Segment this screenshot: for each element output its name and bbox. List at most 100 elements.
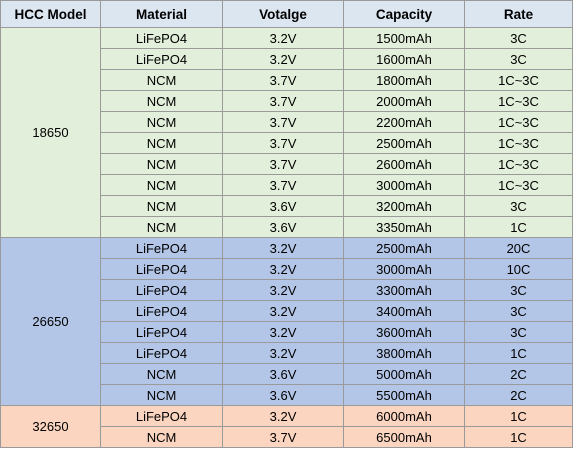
table-cell: 3000mAh xyxy=(343,258,465,280)
table-body: 18650 LiFePO4 3.2V 1500mAh 3C LiFePO4 3.2V 1600… xyxy=(0,27,573,448)
table-row: NCM 3.7V 2500mAh 1C~3C xyxy=(0,132,573,154)
table-cell: 1C xyxy=(464,426,573,448)
table-cell: 1C~3C xyxy=(464,69,573,91)
table-cell: 3600mAh xyxy=(343,321,465,343)
table-cell: LiFePO4 xyxy=(100,300,223,322)
table-cell: 3.2V xyxy=(222,27,344,49)
table-cell: 5000mAh xyxy=(343,363,465,385)
table-cell: 3.7V xyxy=(222,69,344,91)
table-cell: 1500mAh xyxy=(343,27,465,49)
table-cell: 3.2V xyxy=(222,342,344,364)
table-row: NCM 3.6V 3350mAh 1C xyxy=(0,216,573,238)
model-cell: 26650 xyxy=(0,237,101,406)
table-row: NCM 3.7V 2000mAh 1C~3C xyxy=(0,90,573,112)
table-cell: 1C xyxy=(464,405,573,427)
table-cell: 3.7V xyxy=(222,174,344,196)
table-row: LiFePO4 3.2V 3300mAh 3C xyxy=(0,279,573,301)
table-cell: 1C~3C xyxy=(464,90,573,112)
table-cell: NCM xyxy=(100,363,223,385)
table-cell: 3C xyxy=(464,279,573,301)
model-cell: 18650 xyxy=(0,27,101,238)
table-cell: 2600mAh xyxy=(343,153,465,175)
table-cell: 1C~3C xyxy=(464,174,573,196)
table-row: NCM 3.6V 5000mAh 2C xyxy=(0,363,573,385)
table-cell: 3.7V xyxy=(222,132,344,154)
table-row: LiFePO4 3.2V 3800mAh 1C xyxy=(0,342,573,364)
table-cell: LiFePO4 xyxy=(100,48,223,70)
table-cell: NCM xyxy=(100,426,223,448)
table-cell: 3.2V xyxy=(222,237,344,259)
table-row: NCM 3.6V 5500mAh 2C xyxy=(0,384,573,406)
table-cell: NCM xyxy=(100,111,223,133)
table-cell: 1600mAh xyxy=(343,48,465,70)
table-cell: 1C xyxy=(464,342,573,364)
header-cell: Material xyxy=(100,0,223,28)
table-row: LiFePO4 3.2V 3000mAh 10C xyxy=(0,258,573,280)
table-row: NCM 3.7V 3000mAh 1C~3C xyxy=(0,174,573,196)
table-row: NCM 3.7V 2200mAh 1C~3C xyxy=(0,111,573,133)
header-cell: Capacity xyxy=(343,0,465,28)
table-cell: 1C~3C xyxy=(464,132,573,154)
header-cell: Rate xyxy=(464,0,573,28)
table-row: NCM 3.7V 6500mAh 1C xyxy=(0,426,573,448)
table-cell: LiFePO4 xyxy=(100,342,223,364)
table-cell: 1C~3C xyxy=(464,153,573,175)
table-cell: 20C xyxy=(464,237,573,259)
table-cell: 3C xyxy=(464,27,573,49)
table-cell: 3.2V xyxy=(222,405,344,427)
table-cell: LiFePO4 xyxy=(100,279,223,301)
table-cell: 10C xyxy=(464,258,573,280)
table-cell: 2C xyxy=(464,363,573,385)
table-cell: 2200mAh xyxy=(343,111,465,133)
table-cell: 3C xyxy=(464,48,573,70)
table-cell: 3.2V xyxy=(222,279,344,301)
table-cell: NCM xyxy=(100,90,223,112)
table-cell: 3200mAh xyxy=(343,195,465,217)
table-cell: 2500mAh xyxy=(343,237,465,259)
table-cell: NCM xyxy=(100,153,223,175)
table-cell: LiFePO4 xyxy=(100,321,223,343)
table-cell: 3C xyxy=(464,321,573,343)
table-cell: LiFePO4 xyxy=(100,258,223,280)
table-cell: 2500mAh xyxy=(343,132,465,154)
table-cell: NCM xyxy=(100,195,223,217)
model-cell: 32650 xyxy=(0,405,101,448)
table-cell: 3.6V xyxy=(222,363,344,385)
table-cell: 3.2V xyxy=(222,321,344,343)
table-row: LiFePO4 3.2V 3600mAh 3C xyxy=(0,321,573,343)
table-cell: 3.7V xyxy=(222,426,344,448)
header-row: HCC Model Material Votalge Capacity Rate xyxy=(0,0,573,28)
table-cell: LiFePO4 xyxy=(100,237,223,259)
table-cell: 2000mAh xyxy=(343,90,465,112)
table-row: 32650 LiFePO4 3.2V 6000mAh 1C xyxy=(0,405,573,448)
table-cell: 3.2V xyxy=(222,258,344,280)
table-cell: 3.2V xyxy=(222,300,344,322)
table-cell: NCM xyxy=(100,216,223,238)
table-cell: 5500mAh xyxy=(343,384,465,406)
table-cell: 3800mAh xyxy=(343,342,465,364)
table-cell: NCM xyxy=(100,384,223,406)
table-cell: 3000mAh xyxy=(343,174,465,196)
table-cell: NCM xyxy=(100,69,223,91)
table-row: NCM 3.7V 1800mAh 1C~3C xyxy=(0,69,573,91)
table-cell: LiFePO4 xyxy=(100,27,223,49)
table-cell: 1800mAh xyxy=(343,69,465,91)
table-row: NCM 3.6V 3200mAh 3C xyxy=(0,195,573,217)
table-row: 18650 LiFePO4 3.2V 1500mAh 3C xyxy=(0,27,573,238)
table-cell: 6500mAh xyxy=(343,426,465,448)
table-cell: 6000mAh xyxy=(343,405,465,427)
table-cell: 3C xyxy=(464,195,573,217)
table-cell: 3C xyxy=(464,300,573,322)
table-cell: 3.6V xyxy=(222,384,344,406)
table-row: NCM 3.7V 2600mAh 1C~3C xyxy=(0,153,573,175)
table-cell: 1C~3C xyxy=(464,111,573,133)
table-cell: 3.6V xyxy=(222,216,344,238)
table-cell: 3.2V xyxy=(222,48,344,70)
table-cell: 3400mAh xyxy=(343,300,465,322)
table-cell: NCM xyxy=(100,132,223,154)
table-cell: 1C xyxy=(464,216,573,238)
table-cell: 3.6V xyxy=(222,195,344,217)
header-cell: HCC Model xyxy=(0,0,101,28)
table-row: LiFePO4 3.2V 1600mAh 3C xyxy=(0,48,573,70)
